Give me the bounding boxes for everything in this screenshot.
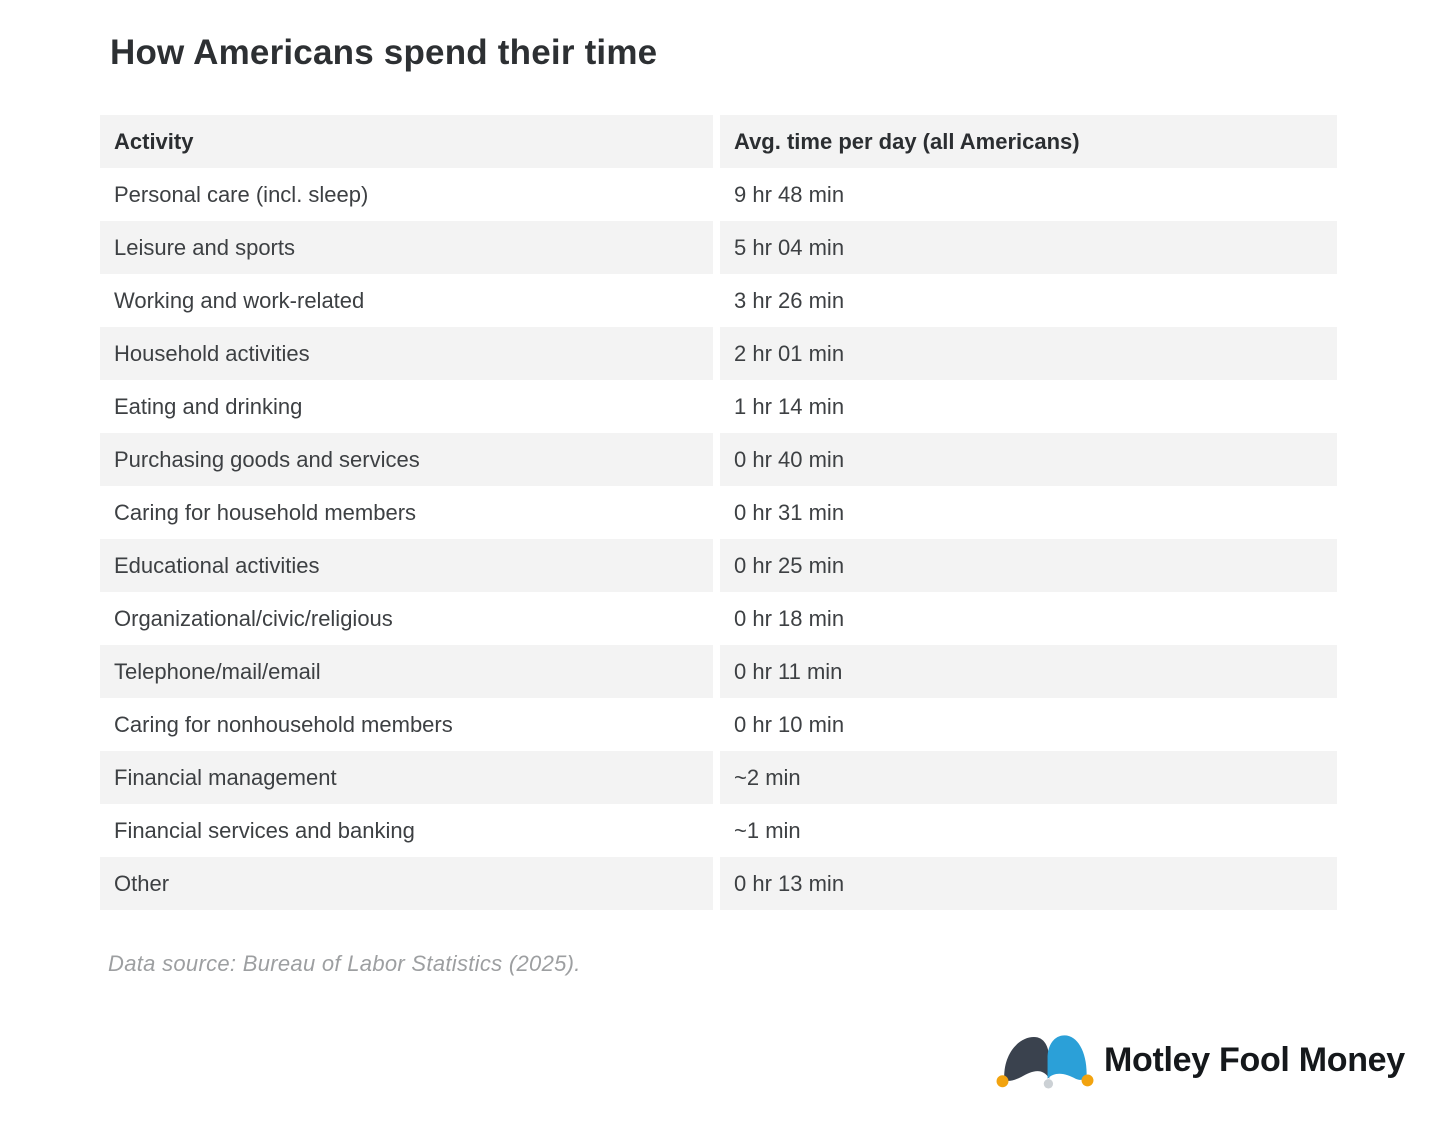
- activity-cell: Eating and drinking: [114, 394, 303, 419]
- time-use-table: Activity Avg. time per day (all American…: [100, 115, 1337, 910]
- time-cell: 0 hr 31 min: [734, 500, 845, 525]
- time-cell: 0 hr 25 min: [720, 539, 1337, 592]
- time-cell: 3 hr 26 min: [734, 288, 845, 313]
- table-row: Telephone/mail/email 0 hr 11 min: [100, 645, 1337, 698]
- column-header-activity: Activity: [100, 115, 713, 168]
- activity-cell: Household activities: [100, 327, 713, 380]
- time-cell: ~1 min: [734, 818, 801, 843]
- activity-cell: Working and work-related: [114, 288, 365, 313]
- table-row: Caring for household members 0 hr 31 min: [100, 486, 1337, 539]
- activity-cell: Financial services and banking: [114, 818, 415, 843]
- jester-hat-icon: [996, 1035, 1094, 1089]
- activity-cell: Leisure and sports: [100, 221, 713, 274]
- table-row: Financial services and banking ~1 min: [100, 804, 1337, 857]
- table-row: Other 0 hr 13 min: [100, 857, 1337, 910]
- time-cell: 1 hr 14 min: [734, 394, 845, 419]
- table-row: Household activities 2 hr 01 min: [100, 327, 1337, 380]
- time-cell: 9 hr 48 min: [734, 182, 845, 207]
- activity-cell: Financial management: [100, 751, 713, 804]
- data-source-note: Data source: Bureau of Labor Statistics …: [108, 951, 581, 976]
- brand-name: Motley Fool Money: [1104, 1040, 1405, 1079]
- activity-cell: Organizational/civic/religious: [114, 606, 393, 631]
- column-header-time: Avg. time per day (all Americans): [720, 115, 1337, 168]
- time-cell: 0 hr 13 min: [720, 857, 1337, 910]
- time-cell: ~2 min: [720, 751, 1337, 804]
- time-cell: 0 hr 10 min: [734, 712, 845, 737]
- activity-cell: Caring for nonhousehold members: [114, 712, 453, 737]
- activity-cell: Educational activities: [100, 539, 713, 592]
- table-header-row: Activity Avg. time per day (all American…: [100, 115, 1337, 168]
- table-row: Purchasing goods and services 0 hr 40 mi…: [100, 433, 1337, 486]
- activity-cell: Telephone/mail/email: [100, 645, 713, 698]
- time-cell: 0 hr 11 min: [720, 645, 1337, 698]
- table-row: Working and work-related 3 hr 26 min: [100, 274, 1337, 327]
- time-cell: 5 hr 04 min: [720, 221, 1337, 274]
- activity-cell: Other: [100, 857, 713, 910]
- activity-cell: Caring for household members: [114, 500, 417, 525]
- table-row: Eating and drinking 1 hr 14 min: [100, 380, 1337, 433]
- time-cell: 0 hr 18 min: [734, 606, 845, 631]
- time-cell: 2 hr 01 min: [720, 327, 1337, 380]
- table-row: Financial management ~2 min: [100, 751, 1337, 804]
- time-cell: 0 hr 40 min: [720, 433, 1337, 486]
- brand-logo: Motley Fool Money: [994, 1026, 1405, 1094]
- activity-cell: Purchasing goods and services: [100, 433, 713, 486]
- table-row: Leisure and sports 5 hr 04 min: [100, 221, 1337, 274]
- page-title: How Americans spend their time: [110, 33, 658, 72]
- table-row: Educational activities 0 hr 25 min: [100, 539, 1337, 592]
- activity-cell: Personal care (incl. sleep): [114, 182, 369, 207]
- table-row: Personal care (incl. sleep) 9 hr 48 min: [100, 168, 1337, 221]
- table-row: Caring for nonhousehold members 0 hr 10 …: [100, 698, 1337, 751]
- table-row: Organizational/civic/religious 0 hr 18 m…: [100, 592, 1337, 645]
